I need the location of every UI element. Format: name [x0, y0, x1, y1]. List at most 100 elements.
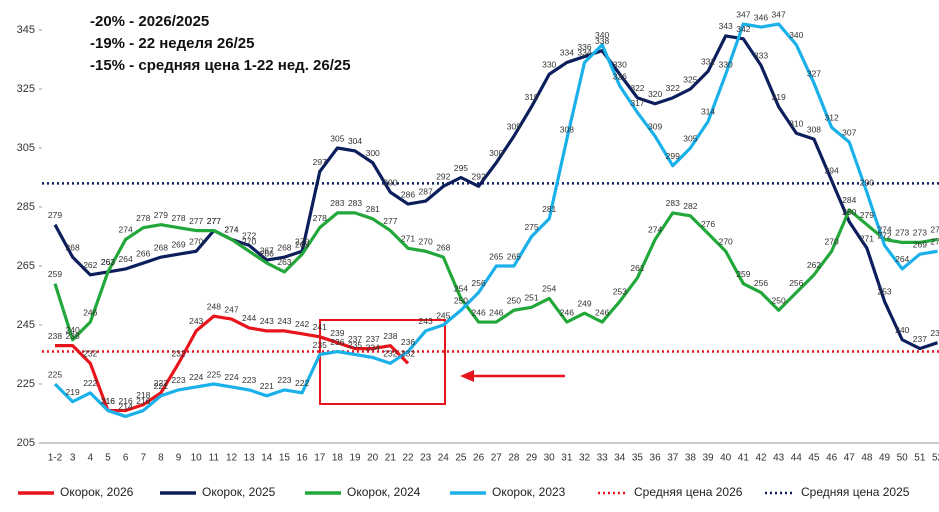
data-label: 305 [683, 133, 697, 143]
y-tick-label: 225 [17, 378, 35, 390]
data-label: 274 [930, 225, 939, 235]
data-label: 294 [825, 166, 839, 176]
data-label: 277 [189, 216, 203, 226]
data-label: 268 [66, 242, 80, 252]
data-label: 280 [842, 207, 856, 217]
annotation: -19% - 22 неделя 26/25 [90, 35, 254, 52]
x-tick-label: 10 [191, 453, 203, 464]
x-tick-label: 20 [367, 453, 379, 464]
data-label: 271 [401, 234, 415, 244]
data-label: 305 [330, 133, 344, 143]
data-label: 270 [419, 237, 433, 247]
x-tick-label: 18 [332, 453, 344, 464]
y-tick-label: 345 [17, 24, 35, 36]
data-label: 312 [825, 113, 839, 123]
data-label: 219 [66, 387, 80, 397]
data-label: 216 [101, 396, 115, 406]
data-label: 250 [507, 296, 521, 306]
data-label: 277 [383, 216, 397, 226]
data-label: 263 [277, 257, 291, 267]
data-label: 253 [877, 287, 891, 297]
data-label: 309 [648, 121, 662, 131]
x-tick-label: 25 [455, 453, 467, 464]
legend-label: Окорок, 2024 [347, 485, 421, 499]
arrow-head [460, 370, 474, 382]
data-label: 340 [789, 30, 803, 40]
data-label: 284 [842, 195, 856, 205]
data-label: 251 [524, 293, 538, 303]
data-label: 247 [224, 304, 238, 314]
x-tick-label: 23 [420, 453, 432, 464]
data-label: 261 [630, 263, 644, 273]
data-label: 282 [683, 201, 697, 211]
y-tick-label: 305 [17, 142, 35, 154]
data-label: 272 [877, 231, 891, 241]
data-label: 246 [489, 307, 503, 317]
data-label: 317 [630, 98, 644, 108]
data-label: 264 [119, 254, 133, 264]
x-tick-label: 43 [773, 453, 785, 464]
data-label: 265 [507, 251, 521, 261]
data-label: 238 [383, 331, 397, 341]
data-label: 314 [701, 107, 715, 117]
data-label: 243 [189, 316, 203, 326]
x-tick-label: 28 [508, 453, 520, 464]
x-tick-label: 15 [279, 453, 291, 464]
data-label: 245 [436, 310, 450, 320]
data-label: 279 [48, 210, 62, 220]
y-tick-label: 245 [17, 319, 35, 331]
x-tick-label: 52 [932, 453, 939, 464]
data-label: 287 [419, 186, 433, 196]
legend-label: Средняя цена 2025 [801, 485, 910, 499]
legend-label: Окорок, 2025 [202, 485, 276, 499]
data-label: 274 [648, 225, 662, 235]
data-label: 223 [277, 375, 291, 385]
data-label: 277 [207, 216, 221, 226]
x-tick-label: 50 [897, 453, 909, 464]
data-label: 235 [313, 340, 327, 350]
data-label: 347 [772, 9, 786, 19]
data-label: 268 [154, 242, 168, 252]
data-label: 253 [613, 287, 627, 297]
y-tick-label: 205 [17, 437, 35, 449]
data-label: 224 [224, 372, 238, 382]
data-label: 264 [895, 254, 909, 264]
x-tick-label: 35 [632, 453, 644, 464]
data-label: 239 [930, 328, 939, 338]
series-line [53, 22, 938, 419]
data-label: 295 [454, 163, 468, 173]
data-label: 331 [701, 57, 715, 67]
data-label: 224 [189, 372, 203, 382]
x-tick-label: 42 [755, 453, 767, 464]
highlight-box [319, 319, 446, 405]
data-label: 290 [860, 178, 874, 188]
data-label: 216 [119, 396, 133, 406]
data-label: 268 [436, 242, 450, 252]
data-label: 236 [330, 337, 344, 347]
data-label: 278 [313, 213, 327, 223]
data-label: 266 [260, 248, 274, 258]
data-label: 283 [330, 198, 344, 208]
data-label: 334 [577, 48, 591, 58]
data-label: 246 [595, 307, 609, 317]
data-label: 273 [895, 228, 909, 238]
data-label: 248 [207, 301, 221, 311]
x-tick-label: 27 [491, 453, 503, 464]
data-label: 325 [683, 74, 697, 84]
series-line [53, 208, 938, 342]
data-label: 274 [877, 225, 891, 235]
data-label: 333 [754, 51, 768, 61]
data-label: 270 [719, 237, 733, 247]
data-label: 232 [401, 349, 415, 359]
data-label: 330 [542, 60, 556, 70]
x-tick-label: 21 [385, 453, 397, 464]
data-label: 334 [560, 48, 574, 58]
data-label: 308 [560, 124, 574, 134]
data-label: 270 [295, 237, 309, 247]
x-tick-label: 39 [702, 453, 714, 464]
data-label: 250 [772, 296, 786, 306]
data-label: 326 [613, 71, 627, 81]
data-label: 278 [171, 213, 185, 223]
data-label: 347 [736, 9, 750, 19]
data-label: 299 [666, 151, 680, 161]
